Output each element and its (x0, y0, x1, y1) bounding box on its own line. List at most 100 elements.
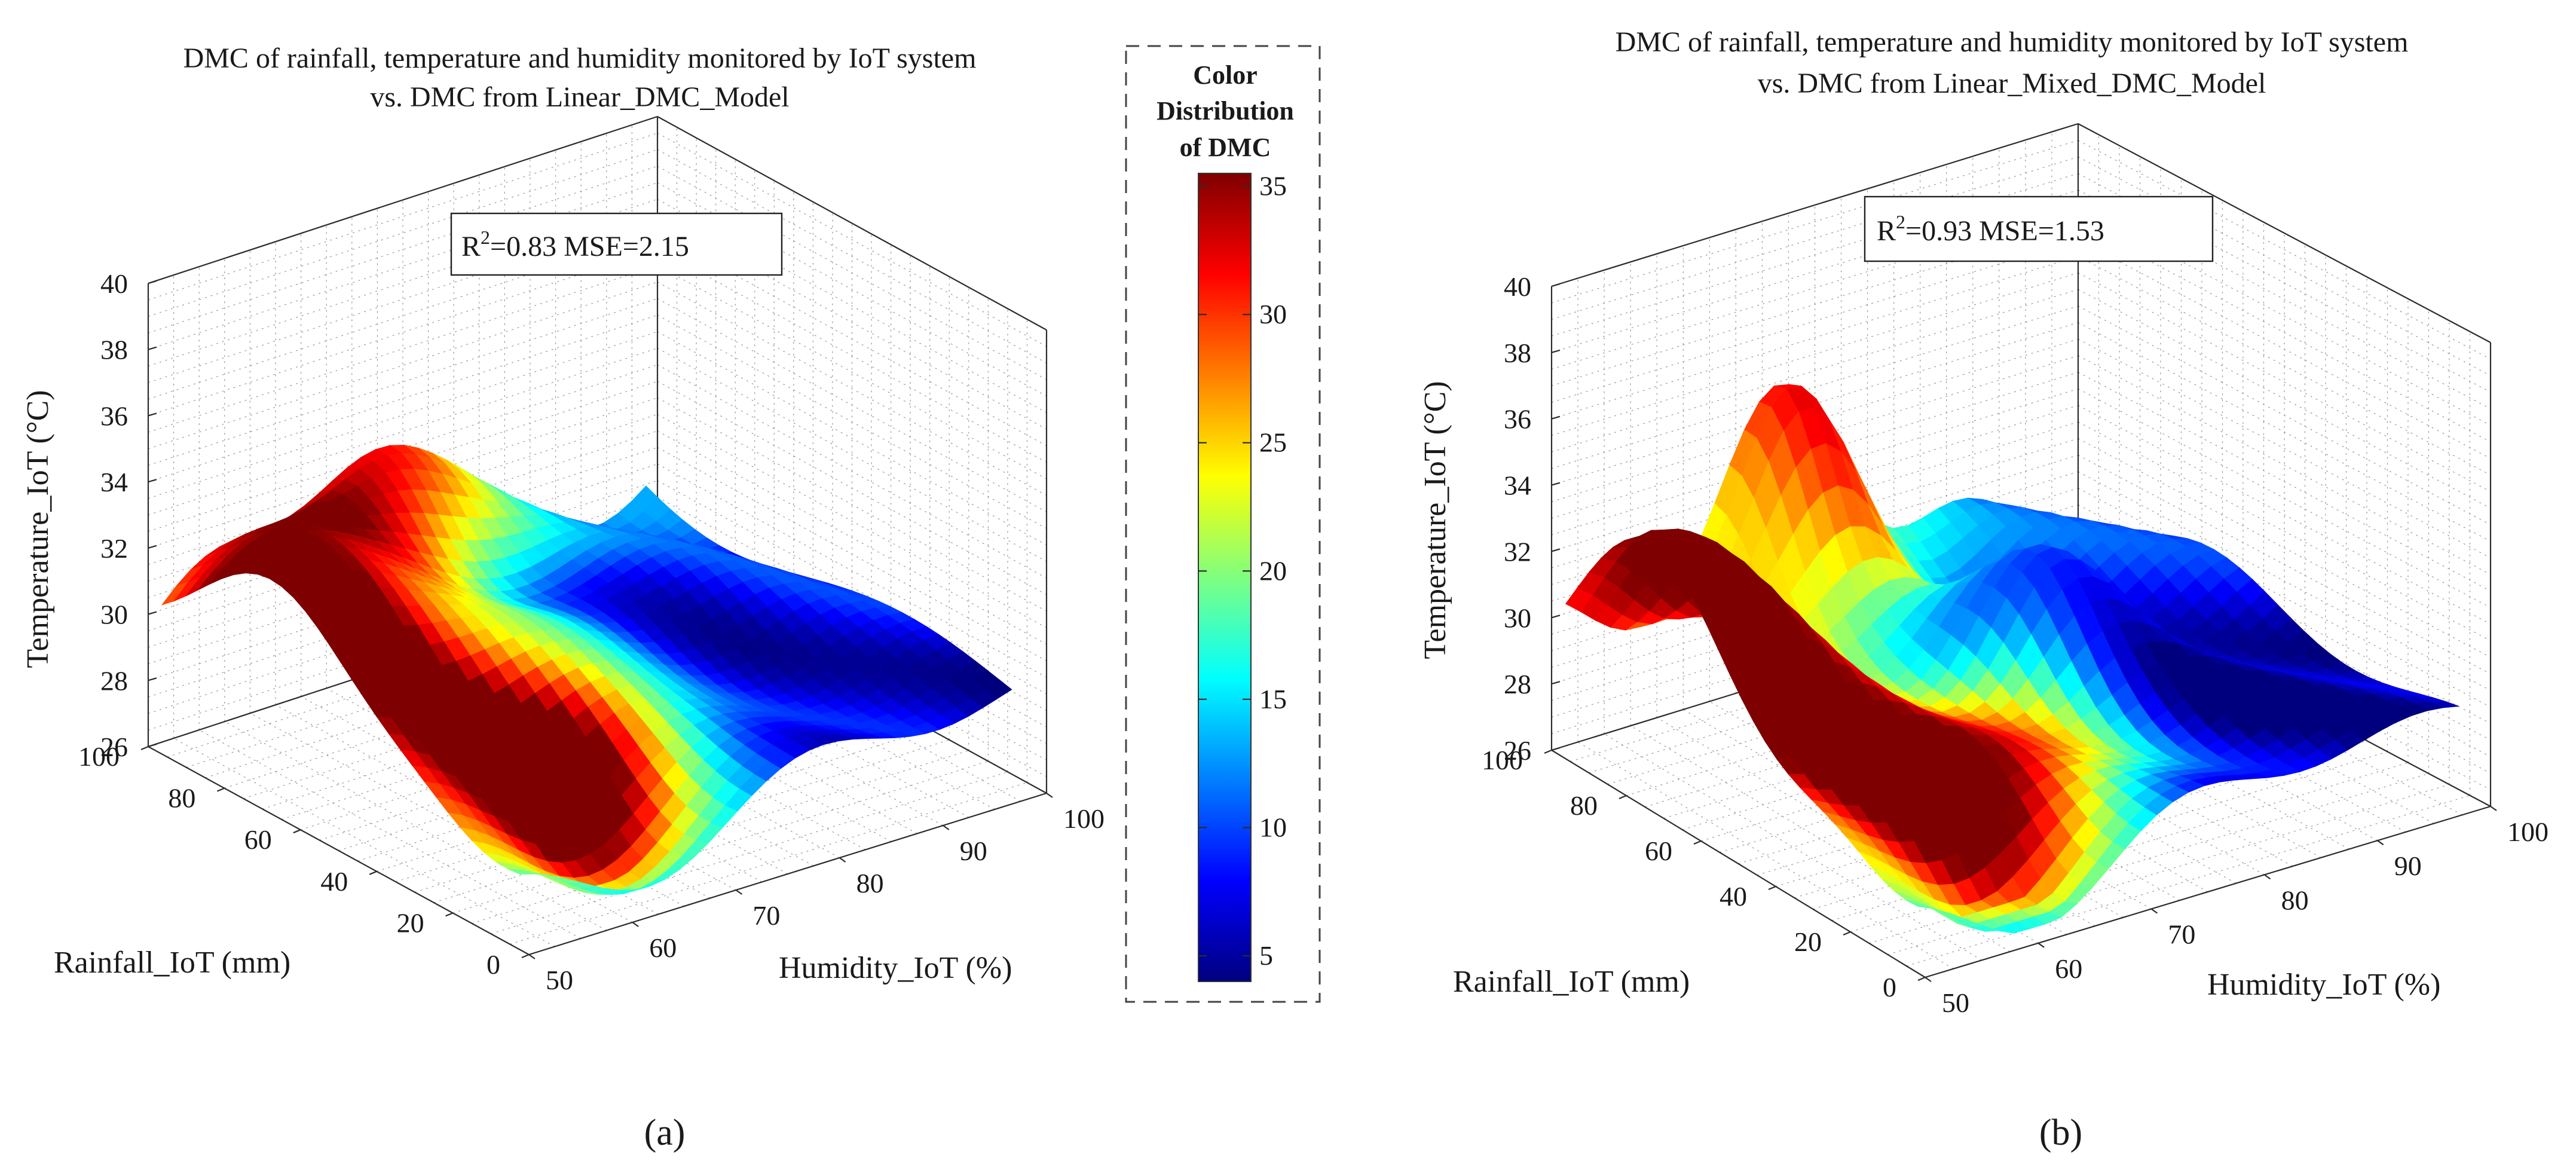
panel-a-y-tick-label: 0 (487, 949, 500, 980)
colorbar-bar (1198, 173, 1252, 982)
panel-b-x-tick-label: 80 (2281, 885, 2309, 915)
panel-a-z-tick-label: 32 (100, 533, 128, 564)
panel-b-title-line-2: vs. DMC from Linear_Mixed_DMC_Model (1758, 68, 2266, 99)
panel-b-grid-line (2078, 289, 2491, 509)
panel-a-frame-edge (528, 792, 1047, 956)
panel-a-y-tick-mark (216, 787, 225, 792)
panel-a-stats-box: R2=0.83 MSE=2.15 (450, 212, 783, 276)
panel-a-grid-line (657, 447, 1047, 662)
panel-a-grid-line (657, 398, 1047, 612)
panel-a-title-line-1: DMC of rainfall, temperature and humidit… (183, 42, 977, 74)
panel-b-r2-symbol: R (1877, 215, 1896, 247)
panel-a-y-tick-label: 40 (320, 866, 348, 897)
panel-b-x-tick-mark (2377, 840, 2384, 846)
panel-a-grid-line (224, 721, 607, 931)
panel-a-y-tick-label: 100 (78, 741, 120, 772)
panel-b-grid-line (1551, 140, 2079, 304)
panel-b-frame-edge (1551, 123, 2079, 288)
panel-a-r2-superscript: 2 (481, 227, 490, 248)
panel-a: DMC of rainfall, temperature and humidit… (21, 42, 1105, 1153)
panel-a-y-tick-mark (369, 870, 377, 875)
panel-b-stats-text: R2=0.93 MSE=1.53 (1877, 211, 2104, 247)
panel-b-y-tick-mark (1768, 885, 1776, 891)
panel-b-stats-box-frame (1864, 195, 2214, 262)
panel-b-y-tick-label: 40 (1720, 881, 1747, 912)
panel-a-z-tick-mark (148, 611, 157, 615)
panel-b-x-tick-label: 60 (2055, 953, 2082, 984)
panel-b-y-tick-label: 80 (1570, 790, 1598, 821)
colorbar-tick-label: 35 (1259, 170, 1287, 201)
panel-a-x-tick-label: 60 (649, 932, 677, 963)
panel-b-grid-line (1887, 784, 2450, 955)
panel-b-x-tick-label: 90 (2394, 851, 2422, 881)
panel-a-stats-text: R2=0.83 MSE=2.15 (461, 227, 689, 262)
panel-a-grid-line (657, 347, 1047, 562)
panel-a-y-tick-mark (521, 953, 530, 959)
panel-a-z-tick-mark (148, 412, 157, 417)
panel-b-r2-mse-values: =0.93 MSE=1.53 (1905, 215, 2104, 247)
panel-b-z-tick-mark (1551, 548, 1561, 552)
panel-b-x-tick-label: 100 (2507, 817, 2549, 847)
panel-a-z-tick-mark (148, 479, 157, 483)
panel-b-z-tick-mark (1551, 614, 1561, 619)
panel-a-x-tick-mark (943, 825, 950, 830)
panel-a-grid-line (173, 738, 555, 947)
colorbar: Color Distribution of DMC 5 10 15 20 25 30 35 (1125, 45, 1321, 1003)
panel-a-r2-mse-values: =0.83 MSE=2.15 (490, 231, 689, 262)
colorbar-dashed-frame (1125, 45, 1321, 1003)
panel-b-surface (1565, 384, 2459, 934)
panel-a-z-tick-label: 30 (100, 600, 128, 630)
panel-b-surface-facet (1905, 900, 1934, 909)
panel-a-z-tick-label: 36 (100, 400, 128, 431)
panel-a-stats-box-frame (450, 212, 783, 276)
panel-b-z-tick-label: 38 (1504, 338, 1531, 368)
panel-b-title-line-1: DMC of rainfall, temperature and humidit… (1616, 26, 2409, 58)
panel-b-x-tick-mark (1925, 977, 1932, 982)
panel-a-grid-line (657, 232, 1047, 447)
panel-a-grid-line (472, 760, 989, 924)
panel-b-z-tick-label: 26 (1504, 735, 1531, 766)
panel-a-grid-line (657, 298, 1047, 512)
panel-b-x-tick-label: 50 (1942, 987, 1969, 1018)
colorbar-title-line-1: Color (1193, 60, 1258, 90)
panel-b-grid-line (1551, 189, 2079, 353)
colorbar-tick-label: 25 (1259, 427, 1287, 458)
panel-b-y-tick-mark (1693, 840, 1702, 845)
panel-b-grid-line (1551, 156, 2079, 320)
panel-a-x-tick-label: 90 (960, 836, 987, 866)
panel-b-grid-line (2078, 272, 2491, 492)
panel-a-grid-line (657, 248, 1047, 463)
panel-b-z-tick-label: 28 (1504, 669, 1531, 699)
panel-a-frame-edge (148, 115, 658, 285)
panel-a-x-tick-mark (1046, 793, 1053, 798)
panel-b-x-tick-label: 70 (2168, 919, 2195, 950)
panel-a-y-tick-mark (140, 745, 149, 751)
panel-b-frame-edge (1551, 750, 1926, 978)
panel-b-y-tick-mark (1917, 976, 1926, 982)
panel-a-grid-line (657, 414, 1047, 628)
panel-b-y-tick-mark (1843, 931, 1851, 936)
panel-a-surface (161, 445, 1012, 895)
colorbar-title-line-3: of DMC (1180, 133, 1271, 162)
panel-b-frame-edge (2078, 123, 2491, 343)
panel-a-x-tick-label: 80 (856, 868, 884, 898)
panel-a-grid-line (657, 182, 1047, 397)
panel-a-y-tick-label: 60 (244, 824, 272, 855)
panel-b-grid-line (2078, 322, 2491, 542)
colorbar-tick-label: 5 (1259, 940, 1273, 971)
colorbar-title-line-2: Distribution (1157, 96, 1294, 126)
panel-a-grid-line (657, 480, 1047, 695)
panel-a-ticks: 26 28 30 32 34 36 38 40 0 20 40 60 80 100 50 60 70 80 90 10… (78, 268, 1105, 995)
colorbar-tick-label: 20 (1259, 555, 1287, 586)
panel-b-grid-line (2078, 140, 2491, 360)
panel-a-grid-line (657, 364, 1047, 579)
panel-a-grid-line (198, 729, 581, 939)
colorbar-tick-label: 10 (1259, 812, 1287, 842)
panel-b-z-tick-mark (1551, 415, 1561, 420)
panel-b-frame-edge (1925, 805, 2491, 979)
panel-a-x-tick-mark (735, 889, 743, 895)
panel-b-grid-line (1577, 741, 1954, 970)
panel-b-x-tick-mark (2150, 908, 2158, 914)
panel-b-z-tick-mark (1551, 681, 1561, 685)
panel-a-grid-line (657, 463, 1047, 678)
